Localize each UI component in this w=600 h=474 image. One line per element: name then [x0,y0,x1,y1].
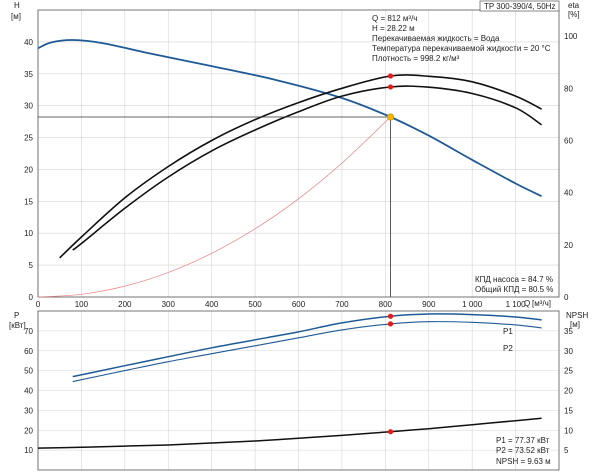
x-axis-label: Q [524,299,530,308]
eta-total-annotation: Общий КПД = 80.5 % [475,285,553,294]
y-left-tick-label: 35 [24,70,33,79]
info-line-2: H = 28.22 м [372,24,415,33]
series-line-eta-pump [59,74,542,259]
npsh-marker [387,429,394,435]
p-tick-label: 60 [24,347,33,356]
p2-series-label: P2 [503,344,513,353]
bottom-y-right-ticks: 5 10 15 20 25 30 35 [564,327,573,455]
info-line-3: Перекачиваемая жидкость = Вода [372,34,500,43]
bottom-overlay [387,313,394,435]
eta-pump-annotation: КПД насоса = 84.7 % [475,275,553,284]
npsh-annotation: NPSH = 9.63 м [496,457,551,466]
bottom-series [37,313,542,449]
p1-marker [387,313,394,319]
npsh-tick-label: 15 [564,406,573,415]
y-left-tick-label: 5 [29,261,34,270]
x-tick-label: 400 [205,300,219,309]
p-tick-label: 50 [24,367,33,376]
info-line-5: Плотность = 998.2 кг/м³ [372,54,460,63]
y-left-tick-label: 0 [29,293,34,302]
series-line-eta-total [72,85,543,251]
eta-total-marker [387,84,394,90]
y-left-tick-label: 25 [24,134,33,143]
p1-annotation: P1 = 77.37 кВт [496,436,550,445]
p-axis-label: P [14,311,19,320]
p2-marker [387,321,394,327]
y-left-axis-unit: [м] [11,12,21,21]
y-right-tick-label: 0 [564,293,569,302]
y-right-tick-label: 20 [564,241,573,250]
series-line-npsh [37,417,542,449]
y-right-tick-label: 40 [564,189,573,198]
y-right-tick-label: 60 [564,136,573,145]
x-tick-label: 800 [379,300,393,309]
p-tick-label: 70 [24,327,33,336]
x-tick-label: 900 [422,300,436,309]
y-left-tick-label: 40 [24,38,33,47]
duty-point-marker [387,113,395,121]
info-box: Q = 812 м³/ч H = 28.22 м Перекачиваемая … [372,14,551,63]
npsh-tick-label: 5 [564,446,569,455]
x-tick-label: 500 [248,300,262,309]
npsh-tick-label: 20 [564,387,573,396]
npsh-axis-label: NPSH [566,311,588,320]
bottom-panel: 10 20 30 40 50 60 70 5 10 15 20 25 30 35 P [кВт] NPS… [9,310,588,471]
p2-annotation: P2 = 73.52 кВт [496,446,550,455]
series-line-p2 [72,321,542,383]
p-tick-label: 40 [24,387,33,396]
x-tick-label: 1 100 [506,300,527,309]
bottom-plot-frame [37,310,560,471]
y-left-tick-label: 20 [24,165,33,174]
top-plot-frame [37,9,560,298]
y-left-tick-label: 15 [24,197,33,206]
bottom-grid [37,311,559,470]
series-line-system [37,116,391,298]
y-left-tick-label: 10 [24,229,33,238]
y-left-axis-label: H [14,1,20,10]
y-left-tick-label: 30 [24,102,33,111]
npsh-tick-label: 25 [564,367,573,376]
p1-series-label: P1 [503,327,513,336]
top-y-ticks: 0 5 10 15 20 25 30 35 40 [24,38,33,302]
npsh-axis-unit: [м] [570,320,580,329]
p-tick-label: 10 [24,446,33,455]
x-tick-label: 100 [75,300,89,309]
p-tick-label: 30 [24,406,33,415]
y-right-axis-label: eta [568,1,580,10]
npsh-tick-label: 10 [564,426,573,435]
model-label: TP 300-390/4, 50Hz [484,2,555,11]
x-tick-label: 600 [292,300,306,309]
p-axis-unit: [кВт] [9,321,26,330]
x-tick-label: 1 000 [462,300,483,309]
top-overlay [38,73,395,297]
eta-pump-marker [387,73,394,79]
top-grid [37,10,559,298]
x-tick-label: 200 [118,300,132,309]
top-panel: 0 100 200 300 400 500 600 700 800 900 1 000 1 100 0… [11,0,580,309]
top-series [37,39,543,298]
series-line-p1 [72,313,542,378]
p-tick-label: 20 [24,426,33,435]
info-line-4: Температура перекачиваемой жидкости = 20… [372,44,551,53]
bottom-y-ticks: 10 20 30 40 50 60 70 [24,327,33,455]
npsh-tick-label: 35 [564,327,573,336]
y-right-axis-unit: [%] [568,10,580,19]
series-line-head [37,39,542,198]
model-box [479,0,560,12]
y-right-tick-label: 100 [564,32,578,41]
info-line-1: Q = 812 м³/ч [372,14,417,23]
y-right-tick-label: 80 [564,84,573,93]
top-y-right-ticks: 0 20 40 60 80 100 [564,32,578,302]
x-tick-label: 0 [36,300,41,309]
x-tick-label: 700 [335,300,349,309]
top-x-ticks: 0 100 200 300 400 500 600 700 800 900 1 000 1 100 [36,300,526,309]
x-tick-label: 300 [162,300,176,309]
x-axis-unit: [м³/ч] [532,299,551,308]
npsh-tick-label: 30 [564,347,573,356]
